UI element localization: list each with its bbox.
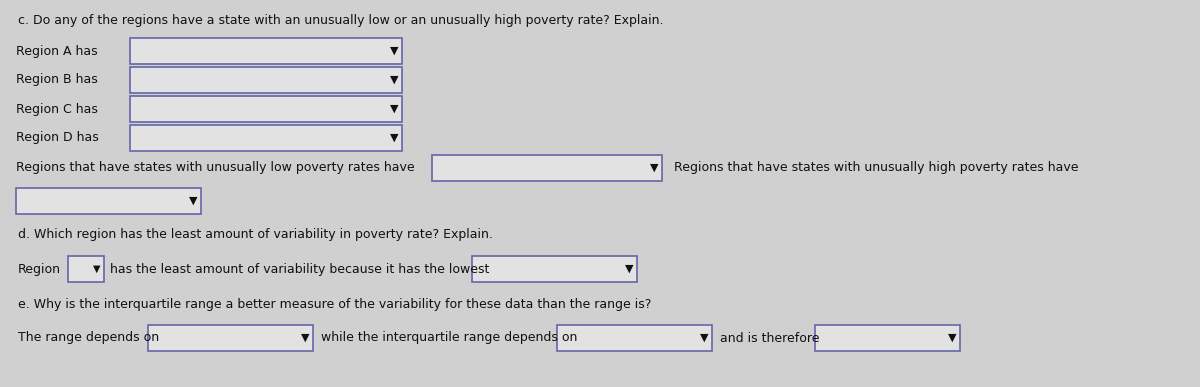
Text: Region D has: Region D has (16, 132, 98, 144)
Text: The range depends on: The range depends on (18, 332, 160, 344)
Text: Region C has: Region C has (16, 103, 98, 115)
Text: ▼: ▼ (300, 333, 310, 343)
Bar (68, 256, 104, 282)
Text: and is therefore: and is therefore (720, 332, 820, 344)
Text: Region A has: Region A has (16, 45, 97, 58)
Text: ▼: ▼ (948, 333, 956, 343)
Bar (130, 125, 402, 151)
Text: ▼: ▼ (390, 46, 398, 56)
Text: while the interquartile range depends on: while the interquartile range depends on (322, 332, 577, 344)
Text: ▼: ▼ (624, 264, 634, 274)
Bar (815, 325, 960, 351)
Text: ▼: ▼ (700, 333, 708, 343)
Text: Regions that have states with unusually high poverty rates have: Regions that have states with unusually … (674, 161, 1079, 175)
Text: ▼: ▼ (390, 75, 398, 85)
Text: ▼: ▼ (390, 104, 398, 114)
Text: Region B has: Region B has (16, 74, 97, 87)
Bar (472, 256, 637, 282)
Bar (148, 325, 313, 351)
Bar (130, 38, 402, 64)
Text: ▼: ▼ (390, 133, 398, 143)
Text: c. Do any of the regions have a state with an unusually low or an unusually high: c. Do any of the regions have a state wi… (18, 14, 664, 27)
Bar (130, 67, 402, 93)
Text: ▼: ▼ (188, 196, 197, 206)
Text: ▼: ▼ (649, 163, 658, 173)
Text: has the least amount of variability because it has the lowest: has the least amount of variability beca… (110, 262, 490, 276)
Text: ▼: ▼ (92, 264, 100, 274)
Text: Region: Region (18, 262, 61, 276)
Text: Regions that have states with unusually low poverty rates have: Regions that have states with unusually … (16, 161, 415, 175)
Text: d. Which region has the least amount of variability in poverty rate? Explain.: d. Which region has the least amount of … (18, 228, 493, 241)
Bar (130, 96, 402, 122)
Bar (432, 155, 662, 181)
Text: e. Why is the interquartile range a better measure of the variability for these : e. Why is the interquartile range a bett… (18, 298, 652, 311)
Bar (557, 325, 712, 351)
Bar (16, 188, 202, 214)
